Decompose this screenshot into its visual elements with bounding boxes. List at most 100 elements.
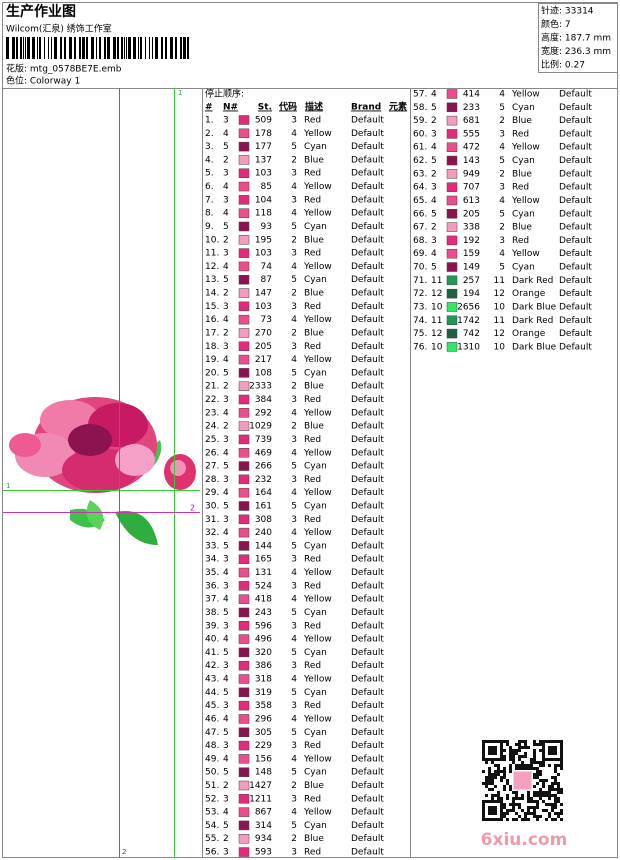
color-swatch [238, 541, 250, 551]
info-item: 颜色: 7 [541, 18, 571, 30]
cell: 38. [205, 608, 219, 618]
cell: 149 [463, 263, 480, 273]
cell: 2 [291, 235, 297, 245]
qr-cell [509, 752, 512, 755]
qr-cell [524, 812, 527, 815]
cell: 87 [261, 275, 272, 285]
cell: Red [512, 183, 529, 193]
qr-cell [518, 803, 521, 806]
qr-cell [488, 818, 491, 821]
qr-cell [545, 740, 548, 743]
cell: 613 [463, 196, 480, 206]
bar-stripe [180, 37, 182, 59]
cell: 18. [205, 342, 219, 352]
qr-cell [536, 761, 539, 764]
bar-stripe [140, 37, 142, 59]
qr-cell [515, 791, 518, 794]
color-swatch [238, 141, 250, 152]
cell: 3 [223, 169, 229, 179]
cell: 5 [291, 768, 297, 778]
cell: 131 [255, 568, 272, 578]
color-swatch [238, 181, 250, 192]
cell: Dark Red [512, 276, 553, 286]
qr-cell [560, 755, 563, 758]
qr-cell [491, 773, 494, 776]
qr-cell [482, 758, 485, 761]
cell: Default [351, 635, 384, 645]
cell: Default [351, 781, 384, 791]
cell: Yellow [511, 143, 540, 153]
color-swatch [446, 342, 458, 352]
qr-cell [521, 767, 524, 770]
qr-cell [551, 758, 554, 761]
cell: 27. [205, 462, 219, 472]
qr-cell [539, 797, 542, 800]
qr-cell [554, 797, 557, 800]
qr-cell [560, 746, 563, 749]
color-swatch [446, 169, 458, 179]
column-header: 描述 [305, 101, 323, 113]
bar-stripe [138, 37, 139, 59]
watermark: 6xiu.com [481, 830, 568, 850]
qr-cell [485, 818, 488, 821]
color-swatch [446, 328, 458, 339]
cell: 159 [463, 249, 480, 259]
qr-cell [560, 764, 563, 767]
bar-stripe [44, 37, 45, 59]
cell: 4 [291, 528, 297, 538]
barcode [6, 37, 189, 59]
cell: 103 [255, 169, 272, 179]
cell: Default [559, 169, 592, 179]
qr-cell [488, 746, 491, 749]
cell: Default [351, 488, 384, 498]
cell: 177 [255, 142, 272, 152]
cell: 15. [205, 302, 219, 312]
qr-cell [560, 740, 563, 743]
cell: 69. [413, 249, 427, 259]
cell: 5 [291, 648, 297, 658]
cell: Default [351, 834, 384, 844]
cell: 2 [223, 422, 229, 432]
cell: 161 [255, 501, 272, 511]
qr-cell [536, 770, 539, 773]
cell: 62. [413, 156, 427, 166]
cell: Yellow [303, 355, 332, 365]
qr-cell [530, 758, 533, 761]
cell: 469 [255, 448, 272, 458]
qr-cell [503, 767, 506, 770]
cell: 31. [205, 515, 219, 525]
qr-cell [545, 779, 548, 782]
cell: 4 [499, 249, 505, 259]
color-swatch [238, 314, 250, 325]
cell: 67. [413, 223, 427, 233]
color-swatch [238, 261, 250, 272]
qr-cell [524, 815, 527, 818]
qr-cell [539, 761, 542, 764]
info-item: 宽度: 236.3 mm [541, 45, 611, 57]
cell: 8. [205, 209, 214, 219]
title: 生产作业图 [6, 3, 76, 20]
cell: 5 [291, 275, 297, 285]
qr-cell [491, 782, 494, 785]
cell: 73. [413, 302, 427, 312]
bar-stripe [16, 37, 18, 59]
qr-cell [542, 791, 545, 794]
cell: Default [351, 675, 384, 685]
cell: 195 [255, 235, 272, 245]
qr-cell [482, 740, 485, 743]
qr-cell [482, 803, 485, 806]
cell: 5 [291, 821, 297, 831]
qr-cell [539, 743, 542, 746]
qr-cell [494, 770, 497, 773]
qr-cell [518, 743, 521, 746]
qr-cell [482, 752, 485, 755]
cell: 26. [205, 448, 219, 458]
qr-cell [491, 800, 494, 803]
color-swatch [446, 222, 458, 232]
bar-stripe [187, 37, 189, 59]
cell: 37. [205, 595, 219, 605]
cell: 3 [291, 581, 297, 591]
bar-stripe [82, 37, 85, 59]
qr-cell [545, 758, 548, 761]
cell: Cyan [304, 501, 327, 511]
